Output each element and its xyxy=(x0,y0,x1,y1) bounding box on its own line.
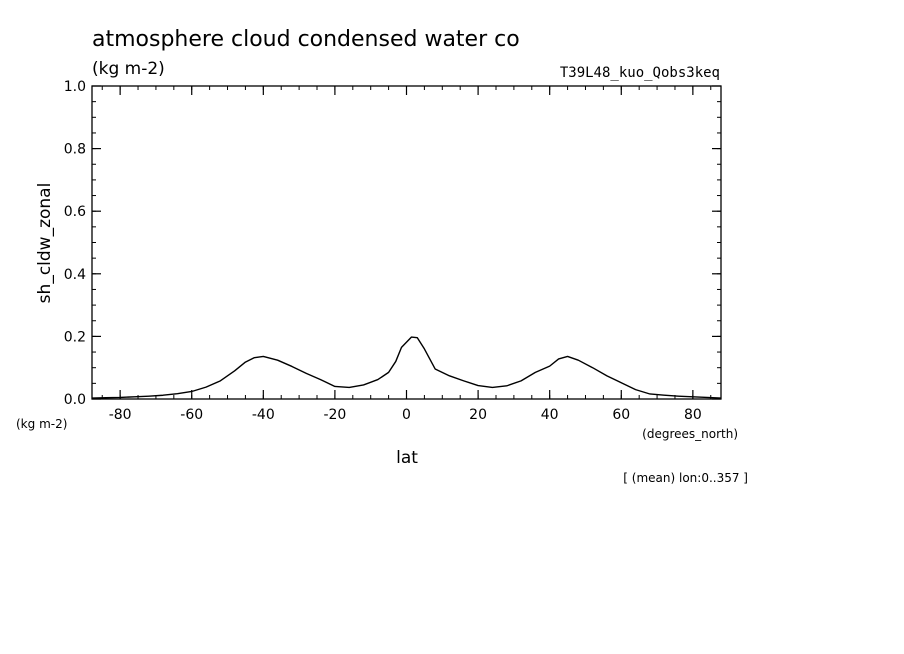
y-tick-label: 1.0 xyxy=(64,79,86,95)
footnote: [ (mean) lon:0..357 ] xyxy=(623,471,748,485)
y-axis-ticks xyxy=(92,85,721,400)
y-tick-label: 0.4 xyxy=(64,267,86,283)
x-axis-label: lat xyxy=(396,448,418,468)
y-tick-label: 0.0 xyxy=(64,392,86,408)
run-label: T39L48_kuo_Qobs3keq xyxy=(560,65,720,81)
x-axis-ticks xyxy=(101,86,712,399)
x-tick-label: 80 xyxy=(684,407,702,423)
x-axis-tick-labels: -80 -60 -40 -20 0 20 40 60 80 xyxy=(109,407,702,423)
y-axis-units: (kg m-2) xyxy=(16,417,67,431)
plot-frame xyxy=(91,85,722,400)
series-line-sh-cldw-zonal xyxy=(91,336,722,399)
x-tick-label: -40 xyxy=(252,407,275,423)
x-tick-label: 0 xyxy=(402,407,411,423)
chart-title: atmosphere cloud condensed water co xyxy=(92,27,520,52)
chart-title-units: (kg m-2) xyxy=(92,59,165,79)
y-tick-label: 0.8 xyxy=(64,142,86,158)
x-tick-label: 60 xyxy=(612,407,630,423)
x-axis-units: (degrees_north) xyxy=(642,427,738,441)
x-tick-label: 40 xyxy=(541,407,559,423)
x-tick-label: 20 xyxy=(469,407,487,423)
x-tick-label: -60 xyxy=(180,407,203,423)
y-tick-label: 0.6 xyxy=(64,204,86,220)
x-tick-label: -20 xyxy=(323,407,346,423)
y-axis-label: sh_cldw_zonal xyxy=(35,183,55,304)
x-tick-label: -80 xyxy=(109,407,132,423)
y-tick-label: 0.2 xyxy=(64,329,86,345)
y-axis-tick-labels: 0.0 0.2 0.4 0.6 0.8 1.0 xyxy=(64,79,86,408)
